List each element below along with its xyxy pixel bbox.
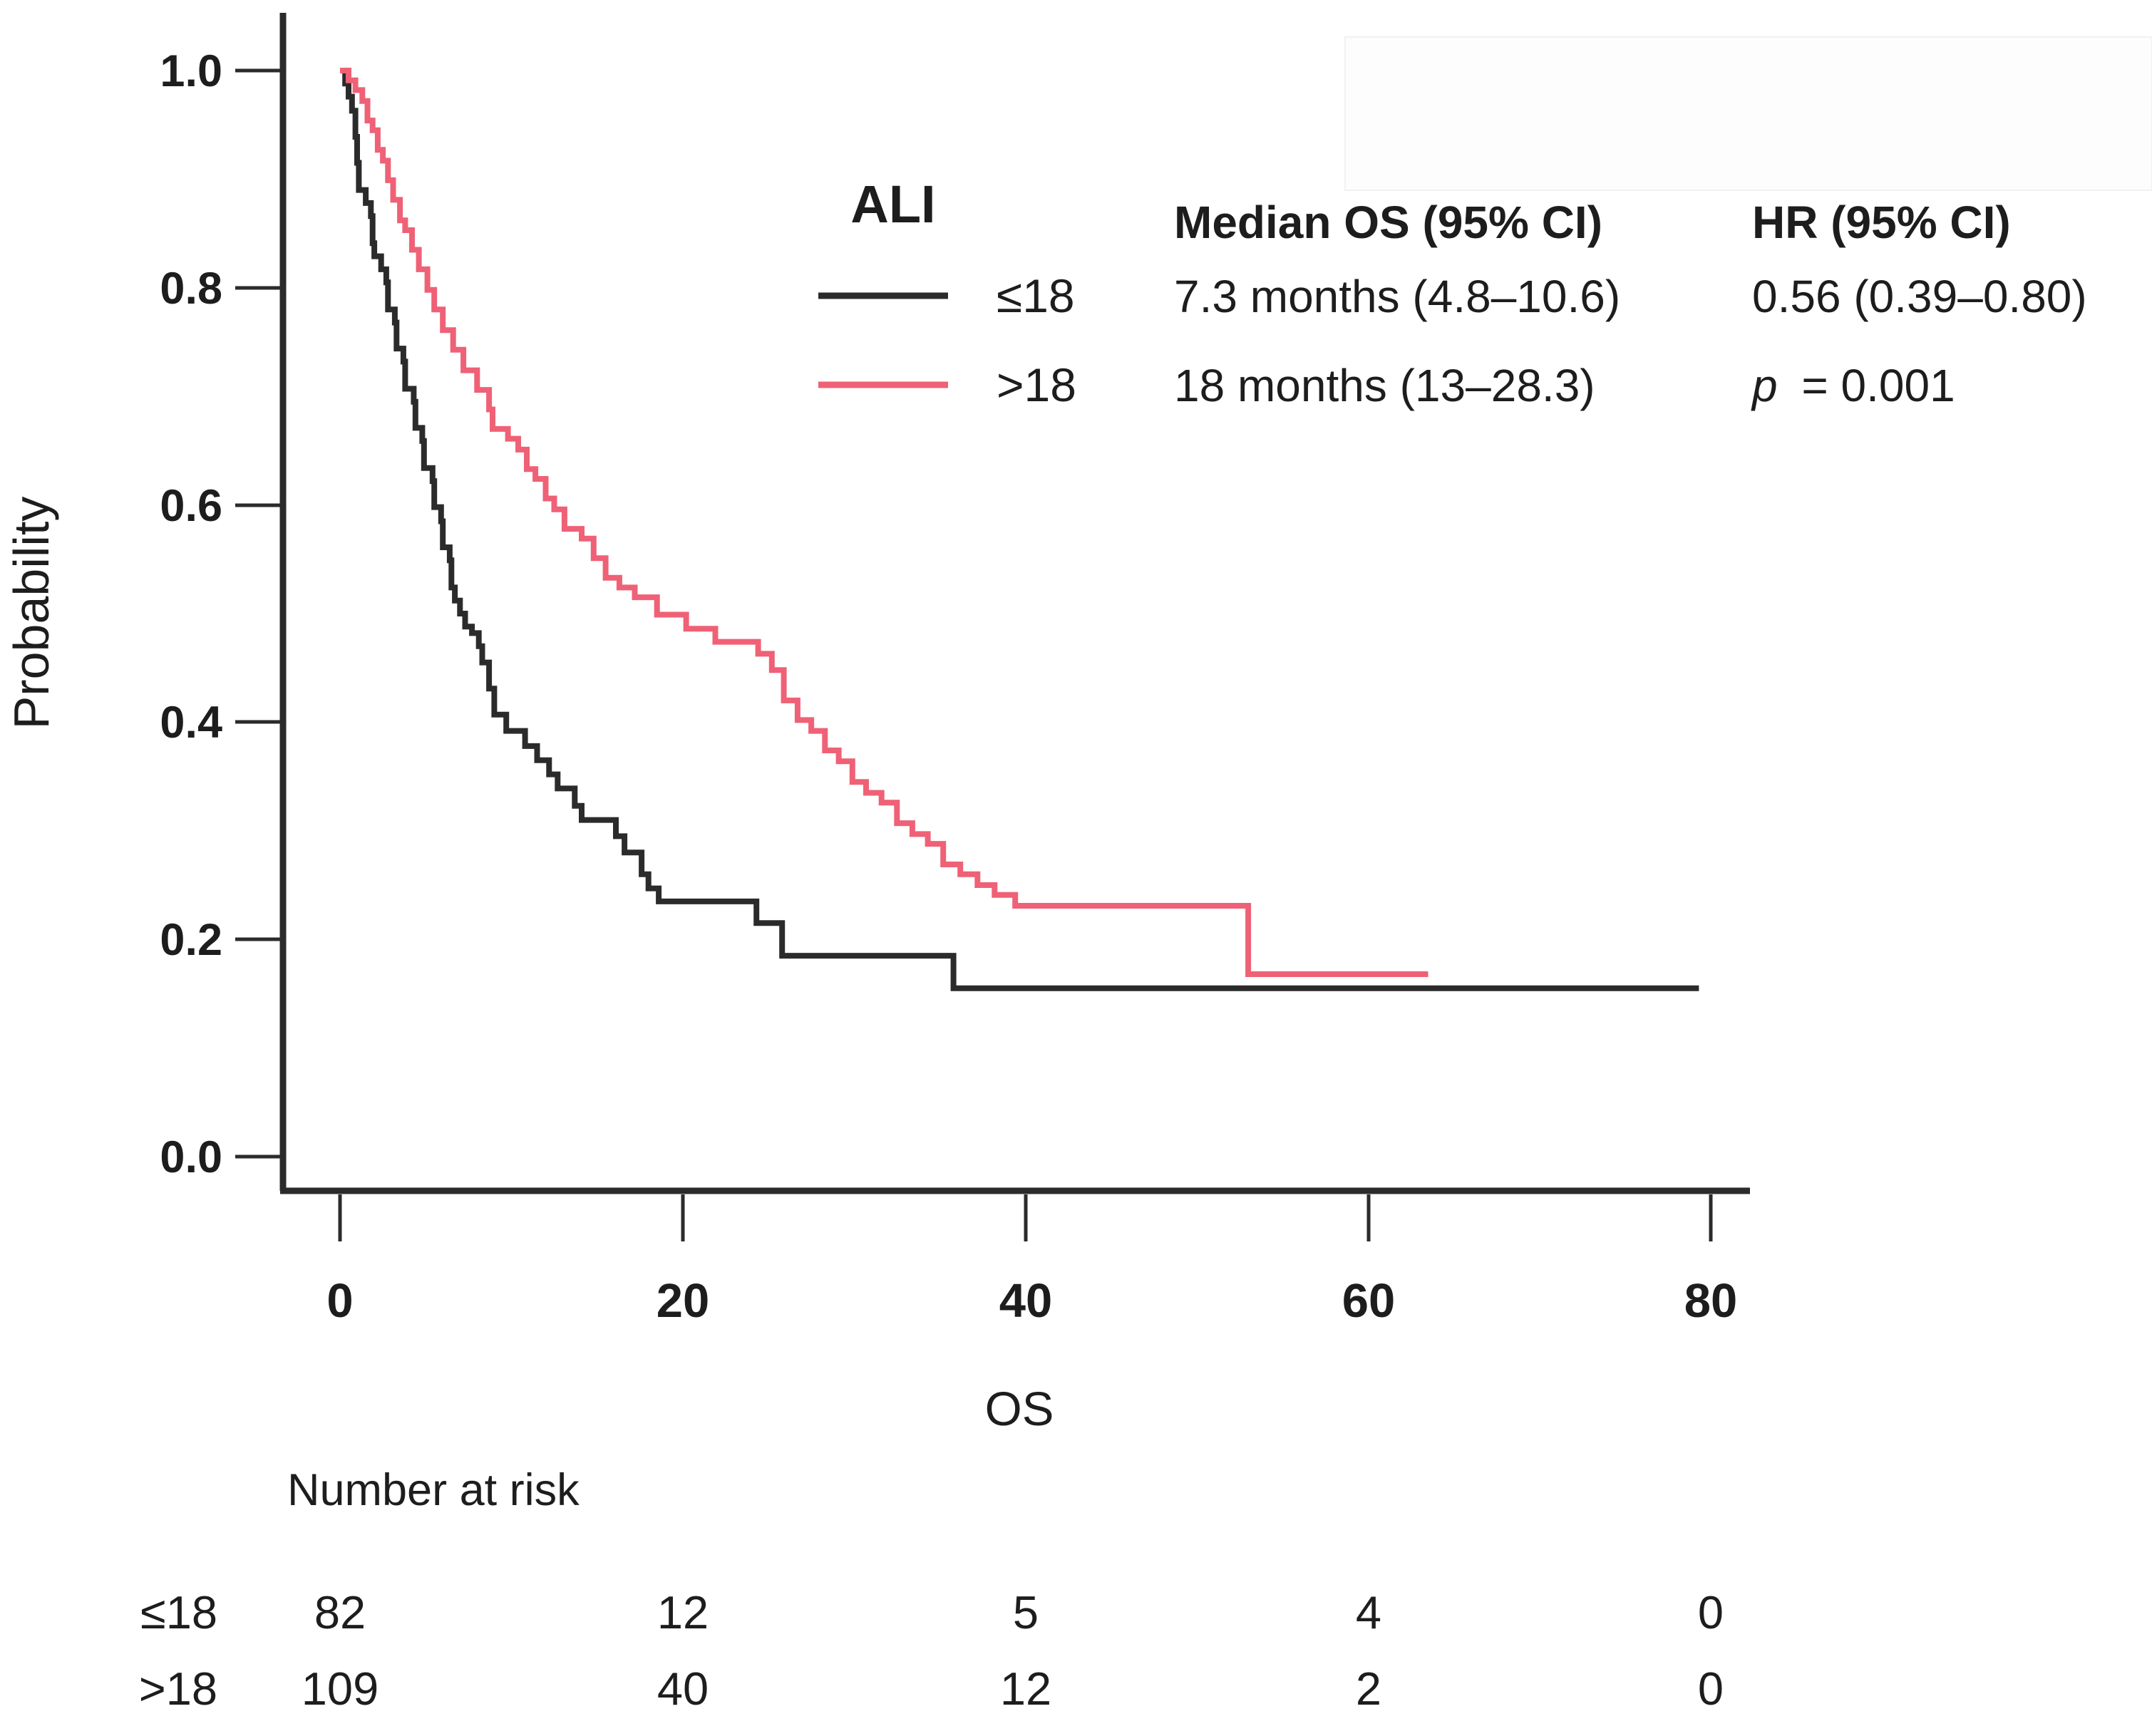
y-tick-label: 1.0 (160, 46, 222, 96)
x-axis-title: OS (985, 1383, 1054, 1436)
legend-hr-le18: 0.56 (0.39–0.80) (1752, 271, 2087, 322)
risk-value: 12 (657, 1586, 709, 1638)
risk-value: 109 (302, 1663, 379, 1715)
km-curve-ali-gt18 (340, 68, 1428, 977)
y-tick-label: 0.8 (160, 264, 222, 314)
x-tick-label: 80 (1684, 1274, 1738, 1328)
risk-table-heading: Number at risk (287, 1465, 580, 1515)
y-tick-label: 0.0 (160, 1132, 222, 1182)
x-axis: 0 20 40 60 80 OS (280, 1187, 1750, 1436)
risk-table: Number at risk ≤18 82 12 5 4 0 >18 109 4… (139, 1465, 1724, 1715)
legend-pvalue: p = 0.001 (1751, 360, 1955, 411)
km-curve-ali-le18 (340, 68, 1699, 991)
risk-row-label-gt18: >18 (139, 1663, 217, 1715)
legend-title: ALI (850, 175, 935, 234)
pvalue-symbol: p (1751, 360, 1778, 411)
legend-median-gt18: 18 months (13–28.3) (1174, 360, 1595, 411)
legend-median-le18: 7.3 months (4.8–10.6) (1174, 271, 1620, 322)
risk-row-label-le18: ≤18 (140, 1586, 217, 1638)
legend-hr-header: HR (95% CI) (1752, 197, 2011, 248)
legend-group-le18: ≤18 (997, 269, 1075, 322)
risk-value: 0 (1698, 1663, 1724, 1715)
risk-value: 40 (657, 1663, 709, 1715)
legend-group-gt18: >18 (997, 358, 1076, 411)
risk-value: 0 (1698, 1586, 1724, 1638)
faint-background-box (1344, 36, 2152, 191)
risk-value: 2 (1356, 1663, 1381, 1715)
x-tick-label: 0 (326, 1274, 353, 1328)
risk-value: 82 (314, 1586, 366, 1638)
legend-median-header: Median OS (95% CI) (1174, 197, 1602, 248)
y-axis: 1.0 0.8 0.6 0.4 0.2 0.0 Probability (4, 13, 287, 1191)
risk-value: 12 (1000, 1663, 1051, 1715)
y-tick-label: 0.6 (160, 481, 222, 531)
legend: ALI Median OS (95% CI) HR (95% CI) ≤18 7… (818, 175, 2087, 411)
y-axis-title: Probability (4, 497, 59, 730)
y-tick-label: 0.4 (160, 698, 222, 748)
curves (340, 68, 1699, 991)
pvalue-rest: = 0.001 (1801, 360, 1955, 411)
y-tick-label: 0.2 (160, 915, 222, 965)
x-tick-label: 40 (999, 1274, 1053, 1328)
x-tick-label: 20 (657, 1274, 710, 1328)
x-tick-label: 60 (1342, 1274, 1396, 1328)
risk-value: 5 (1013, 1586, 1039, 1638)
risk-value: 4 (1356, 1586, 1381, 1638)
